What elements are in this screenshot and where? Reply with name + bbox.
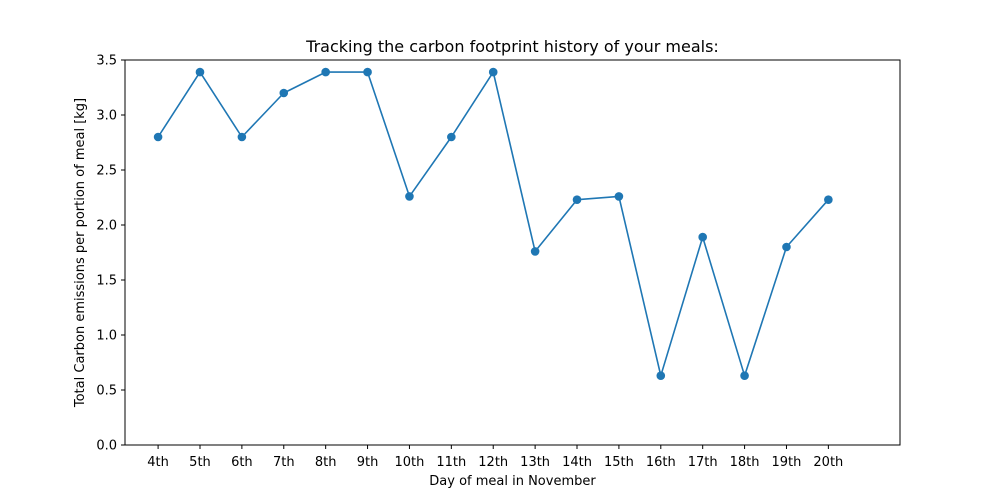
x-tick-label: 13th [520, 455, 550, 470]
x-tick-label: 10th [395, 455, 425, 470]
data-point [572, 195, 582, 204]
data-point [447, 132, 456, 142]
y-tick-label: 0.0 [96, 439, 117, 454]
data-point [656, 371, 666, 381]
data-point [488, 67, 498, 77]
x-tick-label: 18th [730, 455, 760, 470]
x-tick-label: 4th [147, 455, 169, 470]
data-point [405, 192, 414, 201]
x-tick-label: 16th [646, 455, 676, 470]
x-tick-label: 11th [436, 455, 466, 470]
x-tick-label: 6th [231, 455, 253, 470]
x-tick-label: 5th [189, 455, 211, 470]
x-tick-label: 12th [478, 455, 508, 470]
y-tick-label: 3.0 [96, 109, 117, 124]
x-axis-ticks: 4th 5th 6th 7th 8th 9th 10th 11th 12th 13th 14th 15… [147, 445, 843, 470]
y-tick-label: 1.5 [96, 274, 117, 289]
data-point [530, 247, 540, 256]
y-tick-label: 2.5 [96, 164, 117, 179]
data-point [740, 371, 749, 381]
y-axis-label: Total Carbon emissions per portion of me… [73, 98, 88, 408]
x-tick-label: 19th [772, 455, 802, 470]
data-point [363, 67, 372, 77]
data-point [279, 88, 289, 98]
series-layer [153, 67, 833, 381]
x-axis-label: Day of meal in November [429, 474, 596, 489]
data-point [782, 242, 791, 252]
data-point [698, 232, 707, 242]
y-tick-label: 2.0 [96, 219, 117, 234]
data-point [614, 192, 624, 201]
x-tick-label: 14th [562, 455, 592, 470]
y-axis-ticks: 0.0 0.5 1.0 1.5 2.0 2.5 3.0 3.5 [96, 54, 125, 454]
x-tick-label: 9th [357, 455, 379, 470]
x-tick-label: 8th [315, 455, 337, 470]
chart-title: Tracking the carbon footprint history of… [305, 37, 719, 56]
data-point [824, 195, 833, 204]
data-point [195, 67, 205, 77]
x-tick-label: 17th [688, 455, 718, 470]
y-tick-label: 3.5 [96, 54, 117, 69]
x-tick-label: 15th [604, 455, 634, 470]
plot-area-frame [124, 59, 901, 446]
x-tick-label: 7th [273, 455, 295, 470]
data-point [153, 132, 163, 142]
y-tick-label: 0.5 [96, 384, 117, 399]
y-tick-label: 1.0 [96, 329, 117, 344]
data-point [321, 67, 330, 77]
data-point [237, 132, 247, 142]
x-tick-label: 20th [813, 455, 843, 470]
